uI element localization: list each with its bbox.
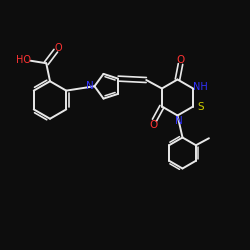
Text: O: O (176, 54, 184, 64)
Text: N: N (86, 81, 94, 91)
Text: O: O (55, 43, 62, 53)
Text: HO: HO (16, 54, 31, 64)
Text: O: O (150, 120, 158, 130)
Text: N: N (175, 116, 182, 126)
Text: S: S (198, 102, 204, 112)
Text: NH: NH (193, 82, 208, 92)
